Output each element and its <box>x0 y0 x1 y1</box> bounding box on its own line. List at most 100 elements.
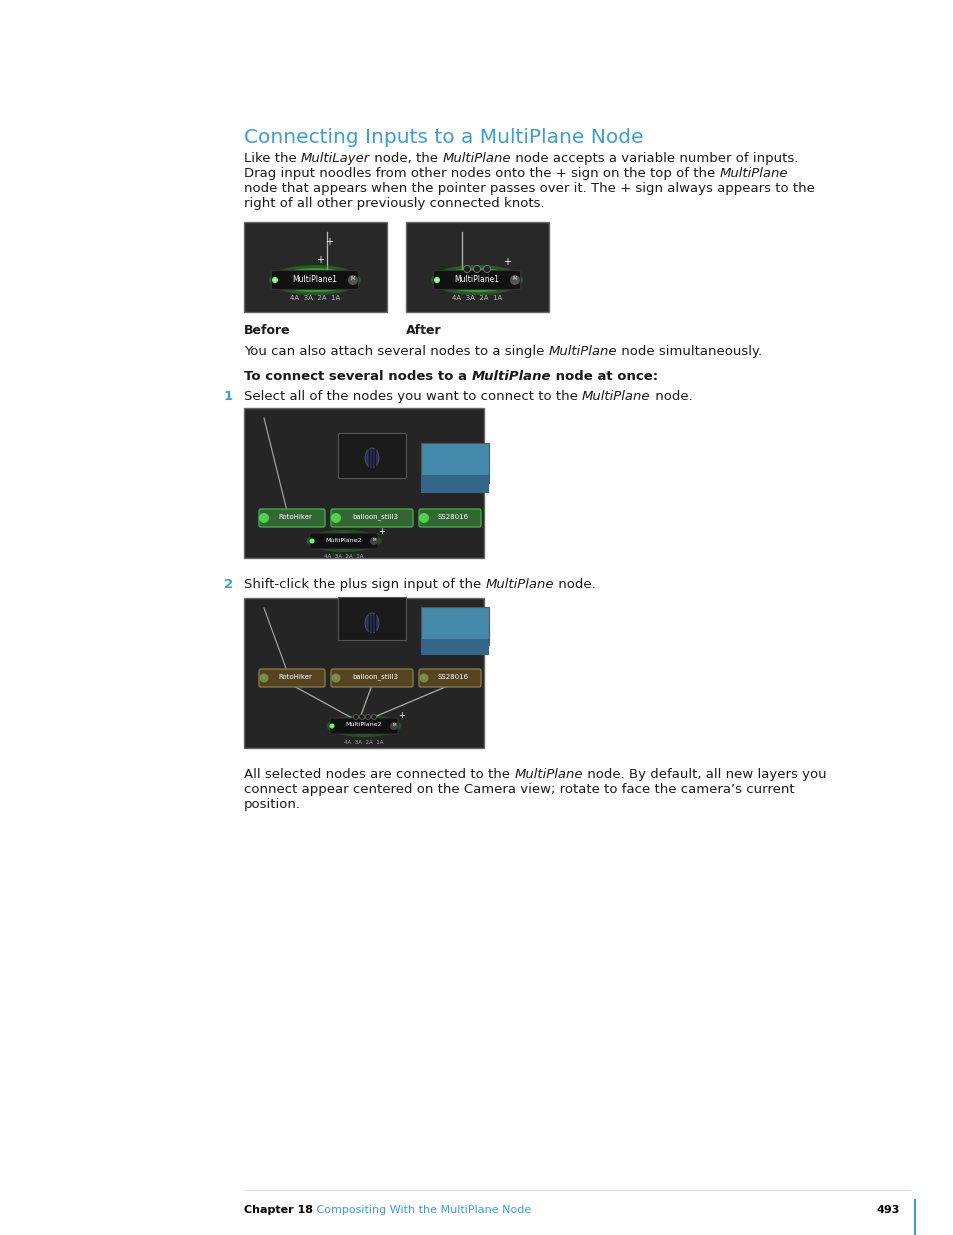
Text: right of all other previously connected knots.: right of all other previously connected … <box>244 198 544 210</box>
Ellipse shape <box>331 673 340 683</box>
Text: node.: node. <box>650 390 692 403</box>
Text: MultiPlane: MultiPlane <box>581 390 650 403</box>
Ellipse shape <box>365 448 378 468</box>
Ellipse shape <box>431 266 522 295</box>
FancyBboxPatch shape <box>244 598 483 748</box>
Text: MultiPlane: MultiPlane <box>485 578 554 592</box>
Text: 4A  3A  2A  1A: 4A 3A 2A 1A <box>324 555 363 559</box>
Ellipse shape <box>314 532 374 550</box>
Text: MultiPlane1: MultiPlane1 <box>293 274 337 284</box>
Ellipse shape <box>510 275 519 285</box>
FancyBboxPatch shape <box>418 669 480 687</box>
Ellipse shape <box>370 537 377 545</box>
Ellipse shape <box>334 718 394 735</box>
Ellipse shape <box>269 266 360 295</box>
FancyBboxPatch shape <box>337 433 406 478</box>
Text: M: M <box>372 538 375 542</box>
FancyBboxPatch shape <box>420 606 489 645</box>
Text: MultiPlane: MultiPlane <box>471 370 551 383</box>
Text: 4A  3A  2A  1A: 4A 3A 2A 1A <box>452 295 501 301</box>
FancyBboxPatch shape <box>420 443 489 483</box>
Ellipse shape <box>365 613 378 634</box>
Ellipse shape <box>326 715 401 737</box>
Text: node. By default, all new layers you: node. By default, all new layers you <box>582 768 825 781</box>
Text: Shift-click the plus sign input of the: Shift-click the plus sign input of the <box>244 578 485 592</box>
Ellipse shape <box>437 268 516 291</box>
Text: balloon_still3: balloon_still3 <box>352 514 397 520</box>
Text: MultiLayer: MultiLayer <box>301 152 370 165</box>
FancyBboxPatch shape <box>258 669 325 687</box>
Text: Compositing With the MultiPlane Node: Compositing With the MultiPlane Node <box>306 1205 531 1215</box>
Text: +: + <box>378 526 385 536</box>
Text: M: M <box>392 722 395 727</box>
FancyBboxPatch shape <box>418 509 480 527</box>
Text: +: + <box>398 711 405 720</box>
Text: connect appear centered on the Camera view; rotate to face the camera’s current: connect appear centered on the Camera vi… <box>244 783 794 797</box>
FancyBboxPatch shape <box>433 270 520 289</box>
Text: +: + <box>502 257 511 267</box>
Text: M: M <box>513 277 517 282</box>
Text: MultiPlane: MultiPlane <box>442 152 511 165</box>
Ellipse shape <box>258 513 269 522</box>
Text: node, the: node, the <box>370 152 442 165</box>
FancyBboxPatch shape <box>244 408 483 558</box>
Text: MultiPlane2: MultiPlane2 <box>325 537 362 542</box>
Text: 4A  3A  2A  1A: 4A 3A 2A 1A <box>290 295 340 301</box>
Text: 493: 493 <box>876 1205 899 1215</box>
Text: position.: position. <box>244 798 301 811</box>
Text: You can also attach several nodes to a single: You can also attach several nodes to a s… <box>244 345 548 358</box>
Ellipse shape <box>463 266 470 273</box>
FancyBboxPatch shape <box>330 718 397 734</box>
Text: Chapter 18: Chapter 18 <box>244 1205 313 1215</box>
Ellipse shape <box>419 673 428 683</box>
FancyBboxPatch shape <box>420 638 489 655</box>
Ellipse shape <box>331 513 340 522</box>
Text: +: + <box>315 254 324 266</box>
Text: MultiPlane2: MultiPlane2 <box>345 722 382 727</box>
Text: MultiPlane: MultiPlane <box>514 768 582 781</box>
FancyBboxPatch shape <box>420 475 489 493</box>
Ellipse shape <box>306 530 381 552</box>
Ellipse shape <box>309 538 314 543</box>
Text: node.: node. <box>554 578 595 592</box>
Ellipse shape <box>483 266 490 273</box>
Ellipse shape <box>348 275 357 285</box>
Text: node simultaneously.: node simultaneously. <box>617 345 761 358</box>
Text: 2: 2 <box>224 578 233 592</box>
Text: MultiPlane1: MultiPlane1 <box>454 274 499 284</box>
Text: balloon_still3: balloon_still3 <box>352 673 397 680</box>
FancyBboxPatch shape <box>331 669 413 687</box>
Text: 1: 1 <box>224 390 233 403</box>
Ellipse shape <box>390 722 397 730</box>
Text: Connecting Inputs to a MultiPlane Node: Connecting Inputs to a MultiPlane Node <box>244 128 643 147</box>
Ellipse shape <box>259 673 268 683</box>
FancyBboxPatch shape <box>406 222 548 312</box>
FancyBboxPatch shape <box>310 534 377 550</box>
FancyBboxPatch shape <box>337 597 406 640</box>
Text: RotoHiker: RotoHiker <box>277 674 312 680</box>
Text: RotoHiker: RotoHiker <box>277 514 312 520</box>
Text: node at once:: node at once: <box>551 370 658 383</box>
Text: Before: Before <box>244 324 291 337</box>
Text: M: M <box>351 277 355 282</box>
Ellipse shape <box>418 513 429 522</box>
Text: SS28016: SS28016 <box>437 514 468 520</box>
Text: To connect several nodes to a: To connect several nodes to a <box>244 370 471 383</box>
FancyBboxPatch shape <box>331 509 413 527</box>
Text: +: + <box>325 237 333 247</box>
Ellipse shape <box>354 715 358 720</box>
Text: Select all of the nodes you want to connect to the: Select all of the nodes you want to conn… <box>244 390 581 403</box>
Text: SS28016: SS28016 <box>437 674 468 680</box>
Text: Like the: Like the <box>244 152 301 165</box>
Ellipse shape <box>359 715 364 720</box>
Text: MultiPlane: MultiPlane <box>548 345 617 358</box>
Ellipse shape <box>365 715 370 720</box>
Ellipse shape <box>275 268 354 291</box>
Text: After: After <box>406 324 441 337</box>
Text: MultiPlane: MultiPlane <box>719 167 787 180</box>
Ellipse shape <box>272 277 277 283</box>
Text: node that appears when the pointer passes over it. The + sign always appears to : node that appears when the pointer passe… <box>244 182 814 195</box>
Text: All selected nodes are connected to the: All selected nodes are connected to the <box>244 768 514 781</box>
Text: Drag input noodles from other nodes onto the + sign on the top of the: Drag input noodles from other nodes onto… <box>244 167 719 180</box>
FancyBboxPatch shape <box>258 509 325 527</box>
